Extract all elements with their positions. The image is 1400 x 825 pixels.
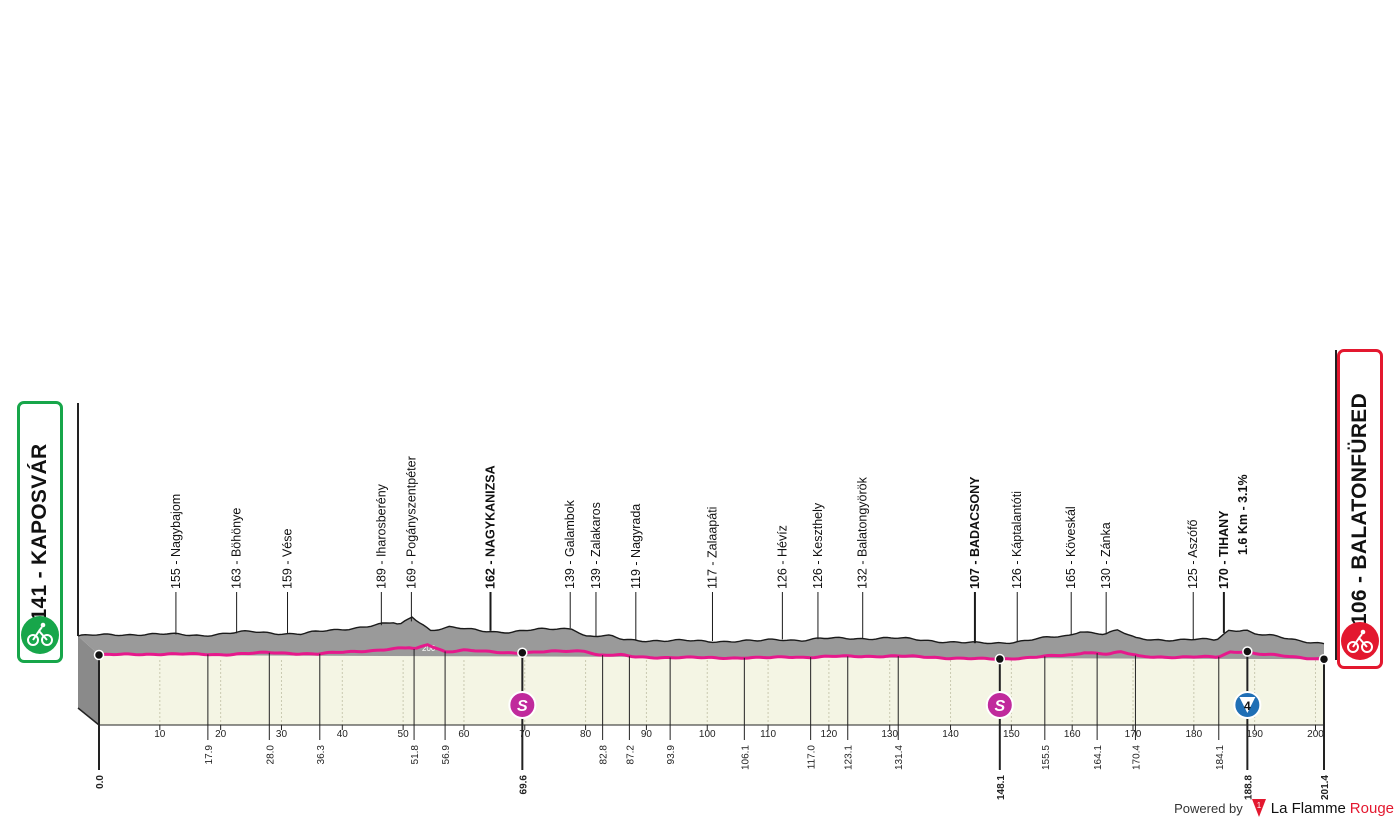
x-tick-label: 90 (641, 729, 653, 740)
x-tick-label: 200 (1307, 729, 1324, 740)
location-label: 126 - Hévíz (775, 525, 789, 589)
km-marker-label: 51.8 (410, 745, 421, 765)
start-dot (93, 649, 105, 661)
kom-triangle (1239, 697, 1256, 713)
x-tick-label: 150 (1003, 729, 1020, 740)
location-label: 155 - Nagybajom (169, 494, 183, 589)
km-marker-label: 56.9 (441, 745, 452, 765)
finish-cyclist-icon (1341, 622, 1379, 660)
flame-logo-icon: 1 (1251, 799, 1266, 817)
x-tick-label: 190 (1246, 729, 1263, 740)
km-marker-label: 155.5 (1041, 745, 1052, 770)
km-marker-label: 201.4 (1320, 775, 1331, 800)
km-marker-label: 164.1 (1093, 745, 1104, 770)
location-label: 163 - Böhönye (230, 508, 244, 589)
brand-name-b: Rouge (1349, 799, 1394, 817)
km-marker-label: 17.9 (204, 745, 215, 765)
x-tick-label: 10 (154, 729, 166, 740)
footer-credit: Powered by 1 La Flamme Rouge (1174, 797, 1394, 819)
location-label: 165 - Köveskál (1064, 506, 1078, 589)
location-label: 139 - Galambok (563, 499, 577, 589)
x-tick-label: 60 (458, 729, 470, 740)
start-banner: 141 - KAPOSVÁR (17, 401, 63, 663)
mountain-ridge (77, 616, 1325, 645)
location-label: 132 - Balatongyörök (856, 476, 870, 589)
km-marker-label: 188.8 (1243, 775, 1254, 800)
km-marker-label: 87.2 (625, 745, 636, 765)
start-label: 141 - KAPOSVÁR (28, 443, 51, 621)
x-tick-label: 140 (942, 729, 959, 740)
x-tick-label: 170 (1125, 729, 1142, 740)
km-marker-label: 28.0 (265, 745, 276, 765)
sprint-dot (994, 653, 1006, 665)
km-marker-label: 170.4 (1131, 745, 1142, 770)
x-tick-label: 40 (337, 729, 349, 740)
km-marker-label: 131.4 (894, 745, 905, 770)
km-marker-label: 82.8 (599, 745, 610, 765)
sprint-icon (508, 691, 537, 719)
cyclist-icon (21, 616, 59, 654)
kom-category: 4 (1244, 699, 1251, 713)
km-marker-label: 117.0 (807, 745, 818, 770)
x-tick-label: 110 (760, 729, 776, 740)
km-marker-label: 36.3 (316, 745, 327, 765)
location-label: 170 - TIHANY (1217, 510, 1231, 589)
km-marker-label: 148.1 (996, 775, 1007, 800)
location-label: 117 - Zalaapáti (705, 507, 719, 589)
x-tick-label: 130 (881, 729, 898, 740)
brand-name-a: La Flamme (1270, 799, 1346, 817)
route-line (98, 643, 1325, 661)
location-label: 159 - Vése (281, 528, 295, 589)
km-marker-label: 123.1 (844, 745, 855, 770)
x-tick-label: 120 (821, 729, 838, 740)
location-label: 189 - Iharosberény (374, 483, 388, 589)
x-tick-label: 100 (699, 729, 716, 740)
sprint-symbol: S (994, 698, 1005, 715)
finish-label: 106 - BALATONFÜRED (1348, 392, 1371, 626)
elevation-tick-label: 200 (422, 644, 436, 653)
x-tick-label: 180 (1185, 729, 1202, 740)
sprint-icon (985, 691, 1014, 719)
km-marker-label: 93.9 (666, 745, 677, 765)
location-label: 126 - Keszthely (811, 502, 825, 589)
finish-banner: 106 - BALATONFÜRED (1337, 349, 1383, 669)
km-marker-label: 69.6 (518, 775, 529, 795)
sprint-symbol: S (517, 698, 528, 715)
climb-label: 1.6 Km - 3.1% (1236, 474, 1250, 555)
location-label: 130 - Zánka (1099, 522, 1113, 589)
x-tick-label: 50 (398, 729, 410, 740)
location-label: 125 - Aszófő (1186, 519, 1200, 589)
location-label: 119 - Nagyrada (629, 504, 643, 589)
x-tick-label: 70 (519, 729, 531, 740)
x-tick-label: 20 (215, 729, 227, 740)
location-label: 162 - NAGYKANIZSA (483, 465, 497, 589)
kom-dot (1242, 646, 1253, 657)
km-marker-label: 0.0 (95, 775, 106, 789)
brand-logo: 1 La Flamme Rouge (1251, 798, 1394, 818)
location-label: 139 - Zalakaros (589, 502, 603, 589)
x-tick-label: 30 (276, 729, 288, 740)
sprint-dot (517, 647, 528, 658)
svg-text:1: 1 (1257, 801, 1262, 810)
km-marker-label: 184.1 (1215, 745, 1226, 770)
location-label: 107 - BADACSONY (968, 476, 982, 589)
powered-by-text: Powered by (1174, 800, 1243, 816)
profile-side-face (78, 636, 99, 725)
location-label: 126 - Káptalantóti (1010, 491, 1024, 589)
km-marker-label: 106.1 (740, 745, 751, 770)
x-tick-label: 160 (1064, 729, 1081, 740)
location-label: 169 - Pogányszentpéter (404, 456, 418, 589)
finish-dot (1318, 653, 1330, 665)
ground-area (99, 644, 1324, 725)
x-tick-label: 80 (580, 729, 592, 740)
profile-edge (77, 707, 100, 726)
